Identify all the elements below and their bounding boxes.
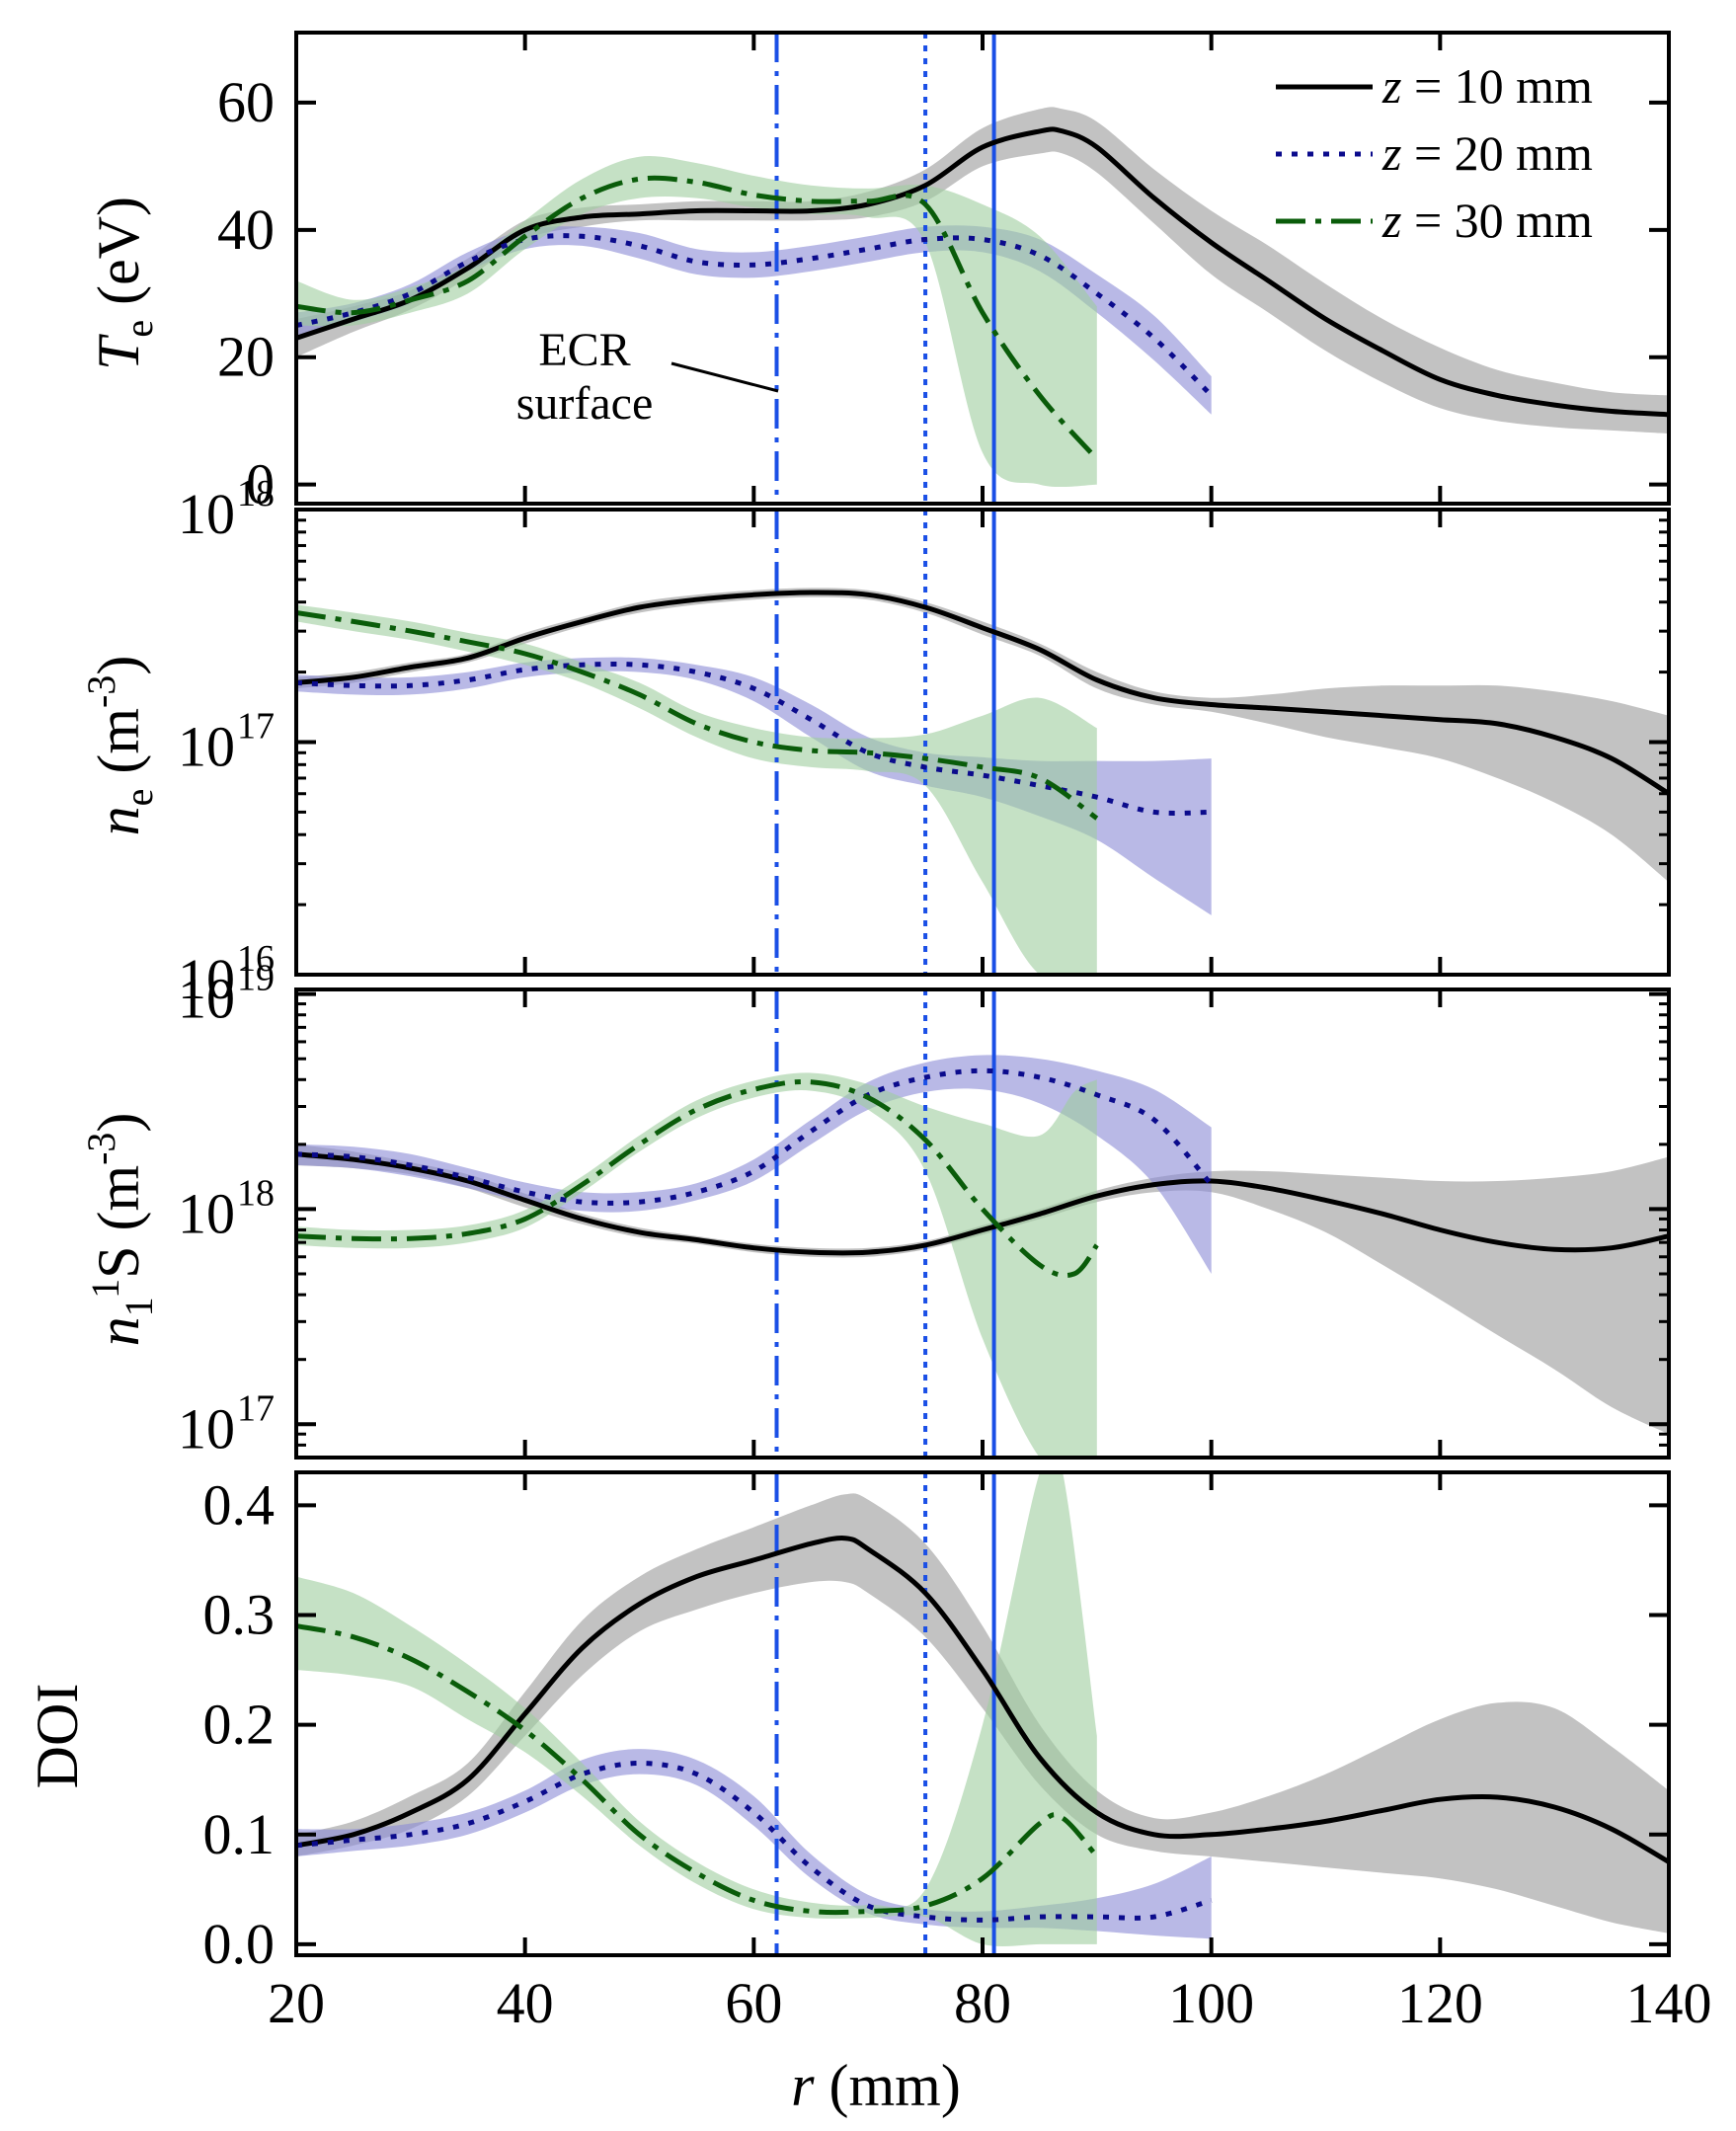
legend-label-z30: z = 30 mm bbox=[1381, 193, 1593, 248]
legend-text-z10: = 10 mm bbox=[1401, 58, 1593, 114]
xlabel-unit: (mm) bbox=[829, 2053, 961, 2118]
ytick-label-n1s-1000000000000000000: 10 bbox=[178, 1181, 235, 1245]
ylabel-ne-sub: e bbox=[117, 789, 161, 807]
ylabel-ne-sup: -3 bbox=[79, 675, 123, 708]
legend-var-z10: z bbox=[1381, 58, 1401, 114]
line-doi-z30 bbox=[296, 1623, 1099, 1916]
ylabel-n1s-var: n bbox=[86, 1316, 151, 1346]
ylabel-ne-unit: (m bbox=[86, 708, 151, 789]
line-te-z10 bbox=[296, 126, 1669, 418]
ytick-label-doi-0.2: 0.2 bbox=[203, 1693, 276, 1757]
ytick-label-doi-0: 0.0 bbox=[203, 1912, 276, 1976]
legend-label-z10: z = 10 mm bbox=[1381, 58, 1593, 114]
ecr-annotation-pointer bbox=[671, 361, 779, 393]
ytick-label-ne-10000000000000000: 10 bbox=[178, 947, 235, 1011]
line-te-z20 bbox=[296, 233, 1214, 398]
ytick-label-n1s-10000000000000000000: 10 bbox=[178, 967, 235, 1031]
ytick-exp-ne-100000000000000000: 17 bbox=[237, 706, 275, 748]
ylabel-te-unit: (eV) bbox=[86, 197, 151, 320]
line-ne-z10 bbox=[296, 590, 1669, 796]
ylabel-n1s-sup: -3 bbox=[79, 1133, 123, 1165]
ecr-annotation-line2: surface bbox=[516, 377, 654, 430]
ytick-label-doi-0.4: 0.4 bbox=[203, 1472, 276, 1537]
legend-text-z30: = 30 mm bbox=[1401, 193, 1593, 248]
ytick-exp-n1s-1000000000000000000: 18 bbox=[237, 1172, 275, 1214]
ylabel-n1s: n11S (m-3) bbox=[79, 1113, 161, 1347]
legend-text-z20: = 20 mm bbox=[1401, 125, 1593, 181]
line-doi-z20 bbox=[296, 1760, 1213, 1923]
line-doi-z10 bbox=[296, 1536, 1669, 1864]
line-n1s-z30 bbox=[296, 1078, 1099, 1279]
xtick-label-60: 60 bbox=[725, 1971, 782, 2035]
xlabel: r (mm) bbox=[791, 2053, 961, 2118]
ytick-label-te-20: 20 bbox=[217, 325, 275, 389]
panel-te-plot-area bbox=[296, 33, 1669, 504]
band-ne-z30 bbox=[296, 604, 1097, 975]
line-ne-z30 bbox=[296, 610, 1099, 821]
ylabel-ne-close: ) bbox=[86, 656, 151, 675]
xtick-label-20: 20 bbox=[268, 1971, 325, 2035]
ytick-exp-ne-1000000000000000000: 18 bbox=[237, 473, 275, 514]
xtick-label-140: 140 bbox=[1626, 1971, 1712, 2035]
band-ne-z10 bbox=[296, 588, 1669, 883]
line-n1s-z20 bbox=[296, 1067, 1214, 1206]
xtick-label-40: 40 bbox=[497, 1971, 554, 2035]
ytick-label-n1s-100000000000000000: 10 bbox=[178, 1396, 235, 1460]
ylabel-n1s-after: S bbox=[86, 1246, 151, 1279]
legend-var-z20: z bbox=[1381, 125, 1401, 181]
ylabel-n1s-sub: 1 bbox=[117, 1299, 161, 1317]
ytick-label-te-60: 60 bbox=[217, 70, 275, 134]
legend-var-z30: z bbox=[1381, 193, 1401, 248]
line-ne-z20 bbox=[296, 661, 1212, 816]
ylabel-ne: ne (m-3) bbox=[79, 656, 161, 836]
xtick-label-120: 120 bbox=[1397, 1971, 1483, 2035]
panel-doi-plot-area bbox=[296, 1472, 1669, 1955]
ytick-label-ne-100000000000000000: 10 bbox=[178, 715, 235, 779]
band-te-z30 bbox=[296, 156, 1097, 488]
band-n1s-z20 bbox=[296, 1055, 1212, 1274]
ylabel-te-sub: e bbox=[117, 320, 161, 338]
band-n1s-z10 bbox=[296, 1144, 1669, 1435]
panel-ne-plot-area bbox=[296, 510, 1669, 975]
line-n1s-z10 bbox=[296, 1151, 1669, 1256]
ecr-annotation: ECR surface bbox=[516, 324, 779, 430]
band-n1s-z30 bbox=[296, 1072, 1097, 1458]
ytick-exp-ne-10000000000000000: 16 bbox=[237, 938, 275, 980]
ylabel-n1s-sup-pre: 1 bbox=[83, 1279, 127, 1299]
ytick-label-te-40: 40 bbox=[217, 197, 275, 262]
xlabel-space bbox=[815, 2053, 829, 2118]
ytick-label-doi-0.1: 0.1 bbox=[203, 1802, 276, 1866]
band-doi-z30 bbox=[296, 1472, 1097, 1946]
ylabel-te-var: T bbox=[86, 334, 151, 370]
line-te-z30 bbox=[296, 175, 1099, 461]
ylabel-n1s-close: ) bbox=[86, 1113, 151, 1133]
ytick-label-ne-1000000000000000000: 10 bbox=[178, 482, 235, 546]
band-doi-z20 bbox=[296, 1749, 1212, 1939]
ecr-annotation-line1: ECR bbox=[538, 324, 630, 376]
xlabel-var: r bbox=[791, 2053, 815, 2118]
ytick-exp-n1s-100000000000000000: 17 bbox=[237, 1387, 275, 1429]
ylabel-te: Te (eV) bbox=[86, 197, 161, 370]
legend-label-z20: z = 20 mm bbox=[1381, 125, 1593, 181]
xtick-label-80: 80 bbox=[954, 1971, 1011, 2035]
xtick-label-100: 100 bbox=[1168, 1971, 1254, 2035]
ytick-label-doi-0.3: 0.3 bbox=[203, 1582, 276, 1646]
ylabel-n1s-unit: (m bbox=[86, 1165, 151, 1246]
ylabel-ne-var: n bbox=[86, 806, 151, 835]
panel-n1s-plot-area bbox=[296, 989, 1669, 1458]
ytick-exp-n1s-10000000000000000000: 19 bbox=[237, 958, 275, 999]
ytick-label-te-0: 0 bbox=[246, 452, 275, 516]
ylabel-doi: DOI bbox=[25, 1684, 90, 1789]
legend: z = 10 mm z = 20 mm z = 30 mm bbox=[1276, 58, 1593, 248]
